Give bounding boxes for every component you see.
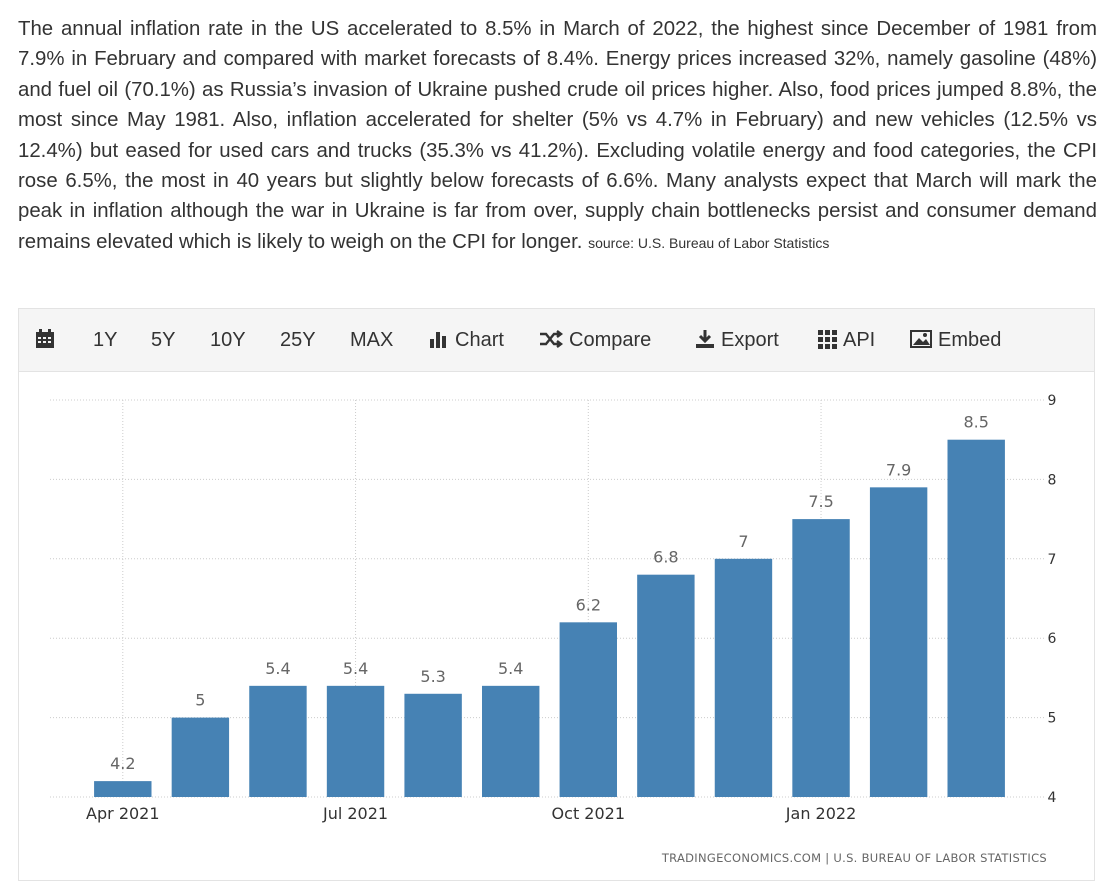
api-icon	[818, 329, 837, 349]
toolbar: 1Y 5Y 10Y 25Y MAX Chart Compare Export A…	[19, 309, 1094, 372]
compare-button[interactable]: Compare	[539, 309, 651, 371]
bar	[94, 781, 152, 797]
range-5y[interactable]: 5Y	[151, 329, 176, 351]
data-label: 5.4	[343, 659, 368, 678]
data-label: 7	[738, 532, 748, 551]
calendar-button[interactable]	[35, 309, 61, 371]
embed-label: Embed	[938, 329, 1002, 351]
data-label: 5.3	[420, 667, 445, 686]
data-label: 5.4	[498, 659, 523, 678]
x-tick-label: Apr 2021	[86, 804, 159, 823]
range-10y[interactable]: 10Y	[210, 329, 246, 351]
api-label: API	[843, 329, 876, 351]
chart-label: Chart	[455, 329, 504, 351]
data-label: 5	[195, 691, 205, 710]
chart: 4 5 6 7 8 9 Apr 2021 Jul 2021 Oct 2021 Jan 2022 4.…	[50, 393, 1057, 865]
y-tick-label: 7	[1048, 552, 1057, 568]
data-label: 5.4	[265, 659, 290, 678]
y-tick-label: 9	[1048, 393, 1057, 409]
bar	[947, 439, 1005, 797]
chart-icon	[430, 331, 446, 348]
range-max[interactable]: MAX	[350, 329, 394, 351]
y-tick-label: 5	[1048, 711, 1057, 727]
chart-widget: 1Y 5Y 10Y 25Y MAX Chart Compare Export A…	[18, 308, 1095, 881]
article-text: The annual inflation rate in the US acce…	[18, 14, 1097, 258]
export-icon	[696, 329, 714, 348]
export-button[interactable]: Export	[695, 309, 779, 371]
bar	[482, 685, 540, 797]
y-tick-label: 4	[1048, 790, 1057, 806]
compare-icon	[540, 329, 563, 348]
range-1y[interactable]: 1Y	[93, 329, 118, 351]
chart-credit: TRADINGECONOMICS.COM | U.S. BUREAU OF LA…	[661, 851, 1047, 865]
article-body: The annual inflation rate in the US acce…	[18, 18, 1097, 253]
embed-icon	[910, 329, 932, 348]
bar	[714, 558, 773, 797]
source-note: source: U.S. Bureau of Labor Statistics	[588, 234, 830, 251]
x-tick-label: Jul 2021	[322, 804, 388, 823]
bar	[637, 574, 695, 797]
bar	[326, 685, 385, 797]
bar	[404, 693, 462, 797]
data-label: 7.9	[886, 460, 911, 479]
data-label: 7.5	[808, 492, 833, 511]
y-tick-label: 6	[1048, 631, 1057, 647]
y-tick-label: 8	[1048, 472, 1057, 488]
export-label: Export	[721, 329, 779, 351]
bar	[249, 685, 307, 797]
data-label: 4.2	[110, 754, 135, 773]
data-label: 6.2	[576, 595, 601, 614]
x-tick-label: Jan 2022	[785, 804, 856, 823]
api-button[interactable]: API	[817, 309, 875, 371]
bar	[171, 717, 230, 797]
data-label: 6.8	[653, 548, 678, 567]
chart-button[interactable]: Chart	[429, 309, 504, 371]
range-25y[interactable]: 25Y	[280, 329, 316, 351]
embed-button[interactable]: Embed	[910, 309, 1001, 371]
compare-label: Compare	[569, 329, 652, 351]
bar	[869, 487, 928, 797]
data-label: 8.5	[963, 413, 988, 432]
x-tick-label: Oct 2021	[552, 804, 625, 823]
bar	[792, 519, 850, 797]
calendar-icon	[36, 328, 54, 348]
bar	[559, 622, 617, 797]
